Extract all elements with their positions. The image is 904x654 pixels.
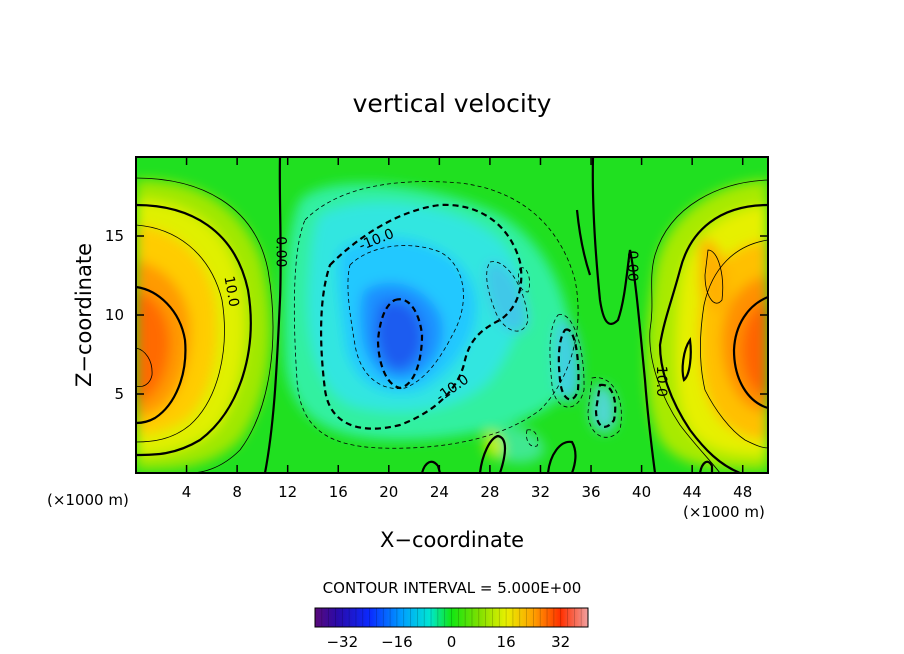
- x-tick-label: 16: [329, 483, 348, 501]
- contour-label: 0.00: [272, 236, 288, 267]
- contour-label: 10.0: [653, 366, 669, 397]
- colorbar: −32 −16 0 16 32: [314, 607, 589, 651]
- x-tick-label: 48: [733, 483, 752, 501]
- x-tick-label: 32: [531, 483, 550, 501]
- x-unit-label-left: (×1000 m): [47, 491, 129, 509]
- x-tick-label: 40: [632, 483, 651, 501]
- contour-label-text: 0.00: [624, 250, 640, 281]
- contour-label-text: 10.0: [220, 275, 241, 308]
- x-axis-label: X−coordinate: [380, 528, 524, 552]
- colorbar-tick-label: −32: [326, 633, 358, 651]
- colorbar-tick-label: 32: [551, 633, 570, 651]
- contour-interval-label: CONTOUR INTERVAL = 5.000E+00: [323, 579, 582, 597]
- x-tick-label: 28: [480, 483, 499, 501]
- colorbar-segments: [321, 608, 582, 627]
- x-axis-ticks: 4 8 12 16 20 24 28 32 36 40 44 48: [182, 157, 752, 501]
- x-tick-label: 8: [232, 483, 242, 501]
- colorbar-tick-label: 16: [497, 633, 516, 651]
- x-tick-label: 24: [430, 483, 449, 501]
- x-tick-label: 44: [683, 483, 702, 501]
- x-unit-label-right: (×1000 m): [683, 503, 765, 521]
- colorbar-ticks: −32 −16 0 16 32: [326, 633, 570, 651]
- chart-title: vertical velocity: [353, 89, 552, 118]
- contour-label-text: 0.00: [272, 236, 288, 267]
- contour-label: 10.0: [220, 275, 241, 308]
- y-axis-label: Z−coordinate: [72, 243, 96, 387]
- y-axis-ticks: 5 10 15: [105, 227, 768, 403]
- colorbar-gradient: [314, 607, 589, 628]
- y-tick-label: 5: [114, 385, 124, 403]
- x-tick-label: 36: [581, 483, 600, 501]
- x-tick-label: 4: [182, 483, 192, 501]
- contour-label: 0.00: [624, 250, 640, 281]
- x-tick-label: 12: [278, 483, 297, 501]
- colorbar-tick-label: 0: [447, 633, 457, 651]
- y-tick-label: 10: [105, 306, 124, 324]
- y-tick-label: 15: [105, 227, 124, 245]
- x-tick-label: 20: [379, 483, 398, 501]
- colorbar-tick-label: −16: [381, 633, 413, 651]
- contour-label-text: 10.0: [653, 366, 669, 397]
